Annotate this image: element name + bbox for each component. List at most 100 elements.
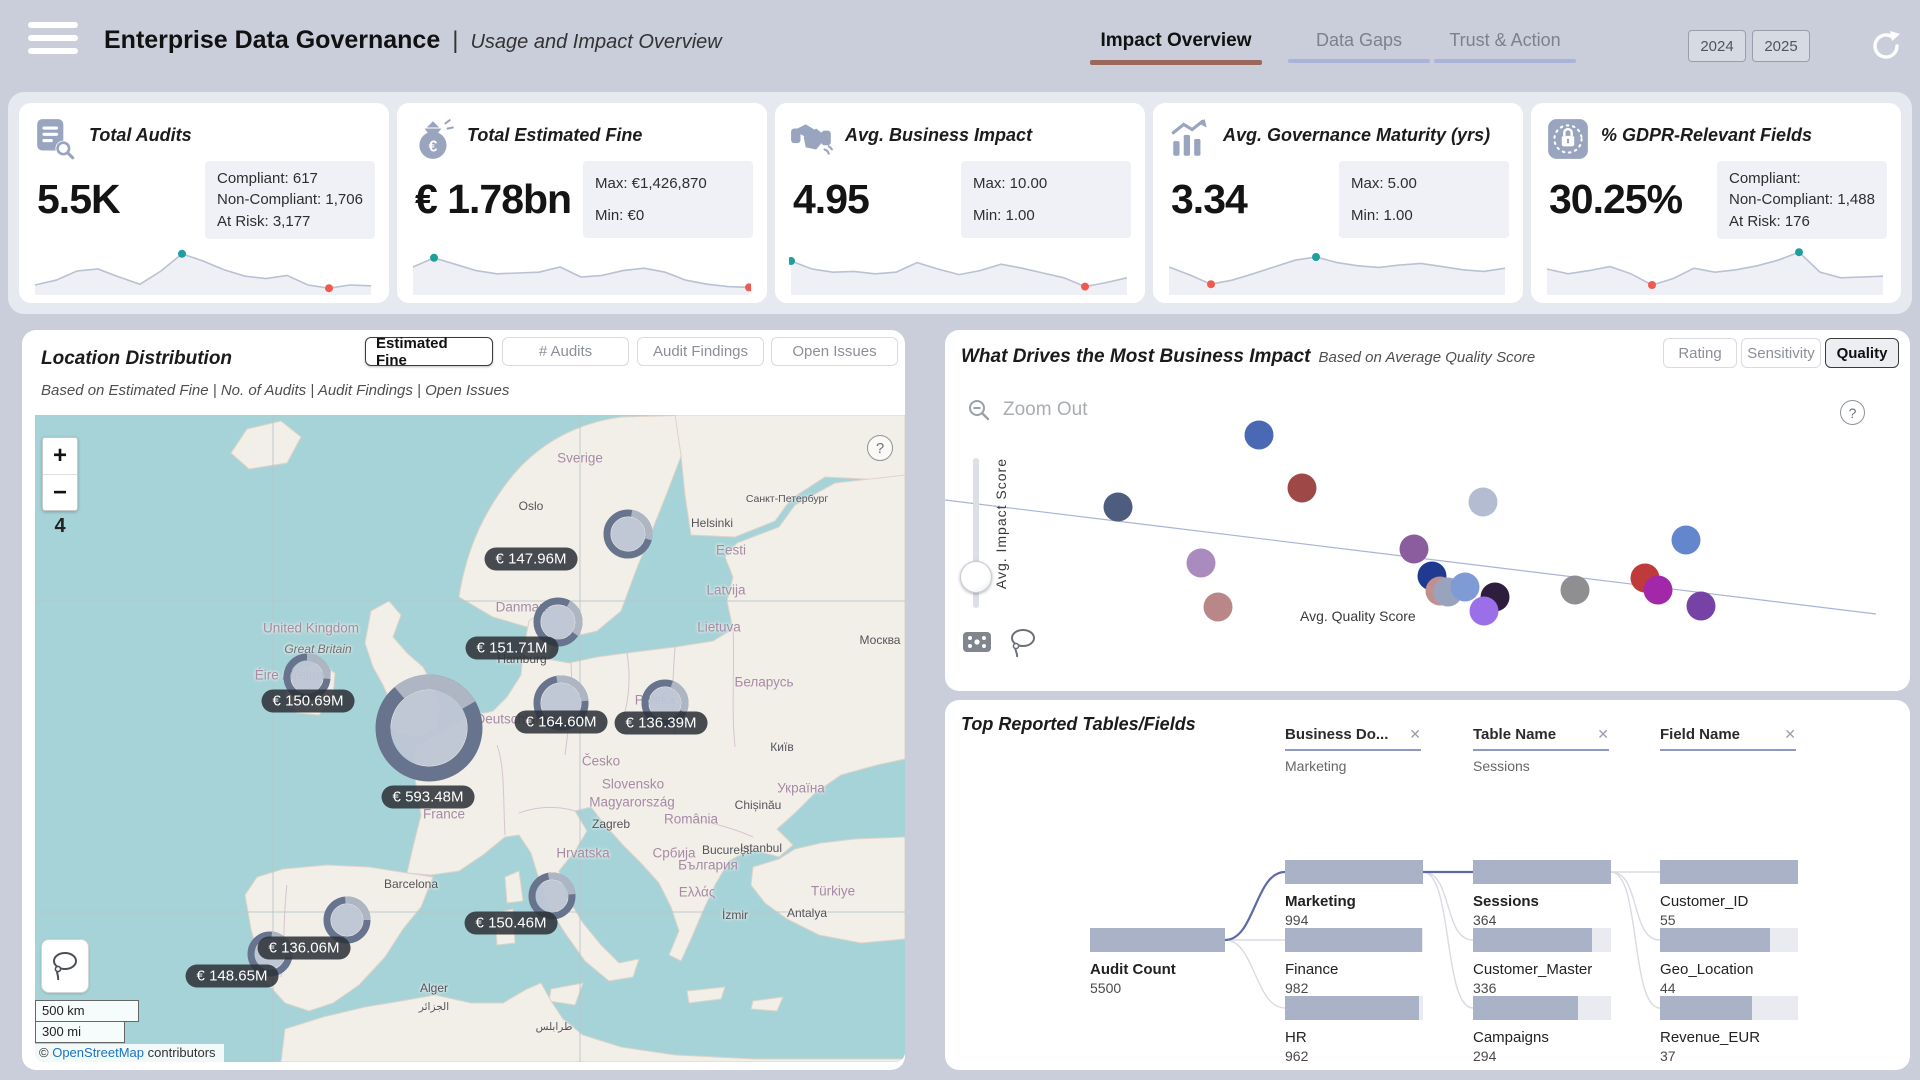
map-bubble[interactable] bbox=[598, 504, 658, 564]
tree-node-label: Campaigns bbox=[1473, 1029, 1549, 1046]
tree-node-bar bbox=[1473, 860, 1611, 884]
map-bubble-value-label: € 148.65M bbox=[185, 964, 279, 988]
kpi-card-strip: Total Audits 5.5K Compliant: 617 Non-Compli… bbox=[8, 92, 1912, 314]
impact-scatter-chart[interactable] bbox=[945, 330, 1910, 691]
button-sensitivity[interactable]: Sensitivity bbox=[1741, 338, 1821, 368]
tree-node-label: Revenue_EUR bbox=[1660, 1029, 1761, 1046]
sparkline-max-dot bbox=[430, 253, 438, 262]
scatter-point[interactable] bbox=[1686, 591, 1716, 621]
tree-node-finance[interactable]: Finance 982 bbox=[1285, 928, 1423, 996]
year-2025-button[interactable]: 2025 bbox=[1752, 30, 1810, 62]
map-zoom-in-button[interactable]: + bbox=[52, 442, 67, 469]
dashboard-title: Enterprise Data Governance bbox=[104, 26, 441, 54]
scatter-zoom-slider-handle[interactable] bbox=[960, 561, 992, 593]
kpi-sparkline bbox=[1168, 253, 1506, 295]
scatter-zoom-out-button[interactable]: Zoom Out bbox=[967, 398, 1087, 422]
tree-node-value: 55 bbox=[1660, 912, 1676, 928]
tree-node-marketing[interactable]: Marketing 994 bbox=[1285, 860, 1423, 928]
sparkline-min-dot bbox=[1081, 282, 1089, 291]
filter-remove-icon[interactable]: ✕ bbox=[1784, 726, 1796, 742]
scatter-point[interactable] bbox=[1643, 575, 1673, 605]
title-separator: | bbox=[452, 27, 459, 54]
tree-connector-lines bbox=[1224, 870, 1661, 1009]
map-bubble-value-label: € 136.06M bbox=[257, 936, 351, 960]
scatter-point[interactable] bbox=[1468, 487, 1498, 517]
kpi-title: Total Estimated Fine bbox=[467, 125, 643, 145]
map-place-label: Antalya bbox=[786, 906, 828, 920]
map-lasso-tool-icon[interactable] bbox=[41, 939, 89, 993]
kpi-detail-line: Non-Compliant: 1,488 bbox=[1729, 191, 1875, 209]
kpi-value: 4.95 bbox=[793, 176, 870, 222]
europe-map[interactable]: Sverige Oslo Helsinki Санкт-Петербург Eesti L… bbox=[35, 415, 905, 1062]
button-estimated-fine[interactable]: Estimated Fine bbox=[365, 335, 493, 369]
growth-chart-icon bbox=[1167, 116, 1213, 167]
scatter-help-icon[interactable]: ? bbox=[1840, 400, 1865, 425]
kpi-detail-line: Min: 1.00 bbox=[973, 206, 1035, 224]
map-place-label: Санкт-Петербург bbox=[745, 493, 829, 505]
map-bubble[interactable] bbox=[366, 665, 492, 791]
tab-data-gaps[interactable]: Data Gaps bbox=[1288, 30, 1430, 63]
openstreetmap-link[interactable]: OpenStreetMap bbox=[52, 1045, 144, 1060]
scatter-point[interactable] bbox=[1287, 473, 1317, 503]
tree-node-customer-master[interactable]: Customer_Master 336 bbox=[1473, 928, 1611, 996]
tab-trust-action[interactable]: Trust & Action bbox=[1434, 30, 1576, 63]
map-place-label: Ελλάς bbox=[678, 884, 716, 900]
button-quality[interactable]: Quality bbox=[1825, 338, 1899, 368]
scatter-point[interactable] bbox=[1399, 534, 1429, 564]
filter-label: Field Name bbox=[1660, 726, 1741, 743]
scatter-point[interactable] bbox=[1103, 492, 1133, 522]
filter-selected-value[interactable]: Marketing bbox=[1285, 758, 1347, 774]
location-distribution-panel: Location Distribution Based on Estimated… bbox=[22, 330, 905, 1070]
filter-remove-icon[interactable]: ✕ bbox=[1597, 726, 1609, 742]
map-bubble-value-label: € 593.48M bbox=[381, 785, 475, 809]
tree-node-customer-id[interactable]: Customer_ID 55 bbox=[1660, 860, 1798, 928]
kpi-value: € 1.78bn bbox=[415, 176, 572, 222]
filter-remove-icon[interactable]: ✕ bbox=[1409, 726, 1421, 742]
filter-label: Business Do... bbox=[1285, 726, 1389, 743]
map-place-label: Chișinău bbox=[734, 798, 782, 812]
tree-node-sessions[interactable]: Sessions 364 bbox=[1473, 860, 1611, 928]
tree-node-audit-count[interactable]: Audit Count 5500 bbox=[1090, 928, 1225, 996]
scatter-fit-view-icon[interactable] bbox=[962, 630, 992, 659]
map-place-label: Magyarország bbox=[589, 794, 675, 810]
year-2024-button[interactable]: 2024 bbox=[1688, 30, 1746, 62]
scatter-point[interactable] bbox=[1450, 572, 1480, 602]
scatter-point[interactable] bbox=[1203, 592, 1233, 622]
scatter-zoom-slider-track[interactable] bbox=[973, 458, 979, 608]
map-bubble[interactable] bbox=[528, 592, 588, 652]
tree-node-hr[interactable]: HR 962 bbox=[1285, 996, 1423, 1064]
sparkline-min-dot bbox=[1648, 281, 1656, 289]
button-audit-findings[interactable]: Audit Findings bbox=[637, 337, 764, 366]
map-bubble-value-label: € 150.69M bbox=[261, 689, 355, 713]
scatter-point[interactable] bbox=[1186, 548, 1216, 578]
scatter-point[interactable] bbox=[1671, 525, 1701, 555]
tree-node-geo-location[interactable]: Geo_Location 44 bbox=[1660, 928, 1798, 996]
tree-node-revenue-eur[interactable]: Revenue_EUR 37 bbox=[1660, 996, 1798, 1064]
filter-business-domain: Business Do... ✕ Marketing bbox=[1285, 726, 1421, 775]
scatter-point[interactable] bbox=[1244, 420, 1274, 450]
map-zoom-out-button[interactable]: − bbox=[43, 474, 77, 510]
kpi-card-avg-governance-maturity-yrs: Avg. Governance Maturity (yrs) 3.34 Max: 5… bbox=[1153, 103, 1523, 303]
button-open-issues[interactable]: Open Issues bbox=[771, 337, 898, 366]
scatter-point[interactable] bbox=[1469, 596, 1499, 626]
tab-impact-overview[interactable]: Impact Overview bbox=[1090, 30, 1262, 65]
tree-node-value: 5500 bbox=[1090, 980, 1122, 996]
kpi-sparkline bbox=[1546, 248, 1884, 295]
map-bubble-value-label: € 164.60M bbox=[514, 710, 608, 734]
kpi-sparkline bbox=[34, 249, 372, 295]
map-zoom-controls: + − bbox=[42, 437, 78, 511]
tree-node-campaigns[interactable]: Campaigns 294 bbox=[1473, 996, 1611, 1064]
refresh-icon[interactable] bbox=[1866, 26, 1906, 66]
button-rating[interactable]: Rating bbox=[1663, 338, 1737, 368]
filter-selected-value[interactable]: Sessions bbox=[1473, 758, 1530, 774]
scatter-lasso-select-icon[interactable] bbox=[1007, 626, 1039, 665]
map-help-icon[interactable]: ? bbox=[867, 435, 893, 461]
tree-node-label: Geo_Location bbox=[1660, 961, 1754, 978]
scatter-point[interactable] bbox=[1560, 575, 1590, 605]
tree-node-bar bbox=[1285, 996, 1423, 1020]
decomposition-tree: Audit Count 5500 Marketing 994 Finance 982 HR 9… bbox=[945, 700, 1910, 1070]
kpi-detail-box: Max: 5.00 Min: 1.00 bbox=[1339, 161, 1509, 238]
tree-node-value: 364 bbox=[1473, 912, 1497, 928]
button-num-audits[interactable]: # Audits bbox=[502, 337, 629, 366]
menu-icon[interactable] bbox=[28, 22, 78, 62]
